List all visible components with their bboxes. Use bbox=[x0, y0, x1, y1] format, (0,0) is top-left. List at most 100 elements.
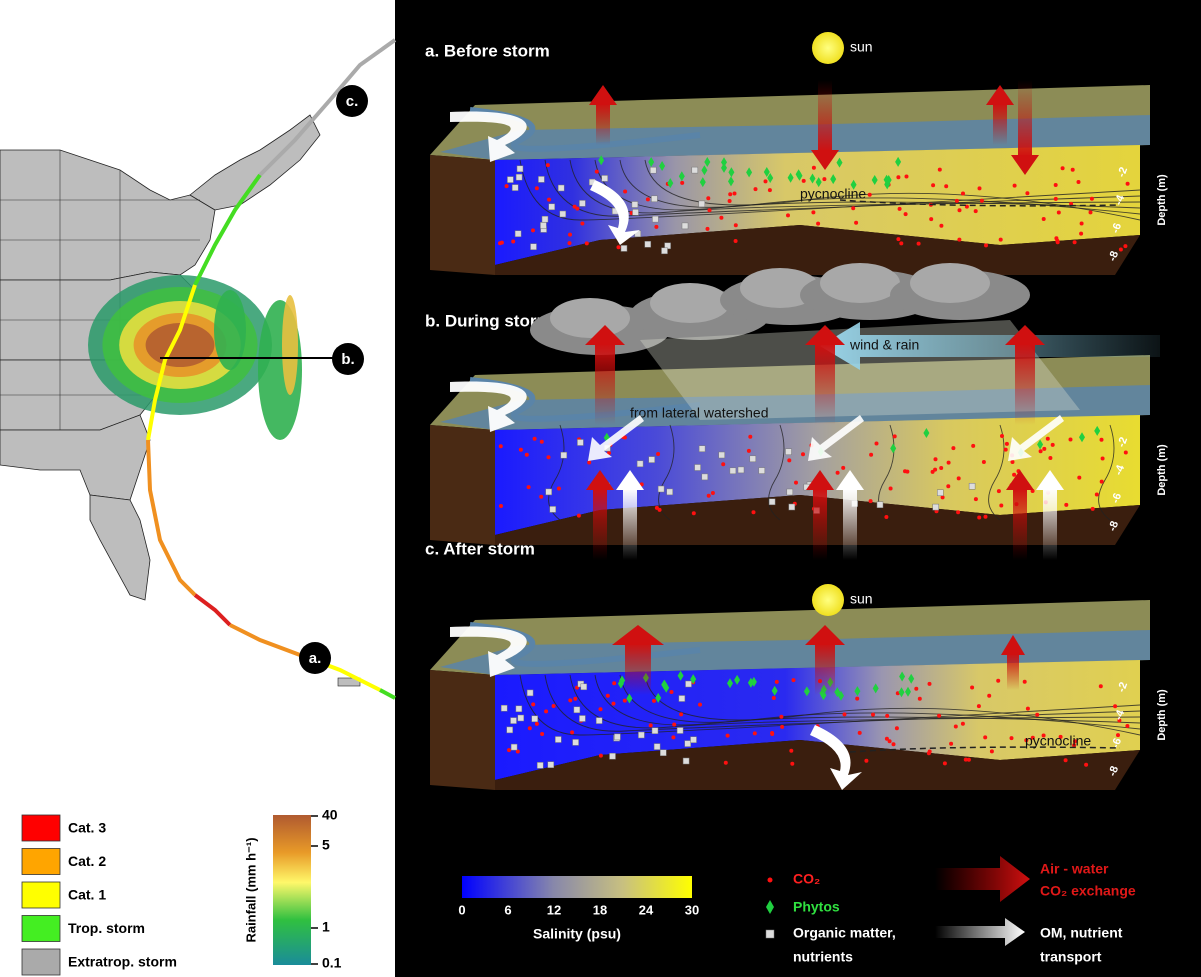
co2-dot bbox=[885, 714, 889, 718]
co2-dot bbox=[724, 761, 728, 765]
co2-dot bbox=[970, 686, 974, 690]
co2-dot bbox=[982, 460, 986, 464]
om-cube bbox=[579, 716, 585, 722]
co2-dot bbox=[957, 476, 961, 480]
co2-dot bbox=[1035, 713, 1039, 717]
co2-dot bbox=[1125, 724, 1129, 728]
om-cube bbox=[660, 750, 666, 756]
om-cube bbox=[538, 176, 544, 182]
co2-dot bbox=[719, 216, 723, 220]
legend-swatch bbox=[22, 916, 60, 942]
rainfall-tick-label: 1 bbox=[322, 919, 330, 935]
om-cube bbox=[699, 446, 705, 452]
om-cube bbox=[691, 737, 697, 743]
co2-dot bbox=[1056, 240, 1060, 244]
om-cube bbox=[877, 502, 883, 508]
co2-flux-head bbox=[589, 85, 617, 105]
om-cube bbox=[686, 681, 692, 687]
co2-dot bbox=[1010, 736, 1014, 740]
co2-dot bbox=[658, 508, 662, 512]
co2-dot bbox=[617, 245, 621, 249]
om-cube bbox=[702, 474, 708, 480]
om-cube bbox=[537, 762, 543, 768]
co2-dot bbox=[606, 694, 610, 698]
salinity-tick-label: 30 bbox=[685, 902, 699, 917]
om-cube bbox=[685, 741, 691, 747]
co2-dot bbox=[871, 713, 875, 717]
co2-dot bbox=[1042, 447, 1046, 451]
co2-dot bbox=[905, 175, 909, 179]
sun-label: sun bbox=[850, 591, 873, 607]
transport-up-shaft bbox=[843, 488, 857, 560]
co2-dot bbox=[884, 515, 888, 519]
om-cube bbox=[750, 456, 756, 462]
co2-dot bbox=[1090, 197, 1094, 201]
om-cube bbox=[549, 204, 555, 210]
om-cube bbox=[610, 753, 616, 759]
co2-dot bbox=[974, 497, 978, 501]
co2-dot bbox=[768, 188, 772, 192]
lateral-label: from lateral watershed bbox=[630, 405, 769, 421]
co2-dot bbox=[726, 734, 730, 738]
co2-dot bbox=[499, 504, 503, 508]
om-cube bbox=[621, 245, 627, 251]
co2-dot bbox=[1064, 503, 1068, 507]
rainfall-band bbox=[282, 295, 298, 395]
co2-dot bbox=[954, 725, 958, 729]
co2-dot bbox=[623, 190, 627, 194]
co2-legend: CO₂ bbox=[793, 871, 820, 887]
co2-dot bbox=[680, 181, 684, 185]
co2-flux-shaft bbox=[815, 643, 835, 695]
rainfall-tick-label: 5 bbox=[322, 837, 330, 853]
co2-dot bbox=[928, 682, 932, 686]
co2-flux-shaft bbox=[1013, 488, 1027, 560]
co2-flux-shaft bbox=[596, 103, 610, 145]
co2-dot bbox=[599, 707, 603, 711]
air-water-legend: Air - water bbox=[1040, 861, 1109, 877]
co2-dot bbox=[929, 217, 933, 221]
co2-dot bbox=[889, 487, 893, 491]
co2-dot bbox=[519, 448, 523, 452]
om-cube bbox=[719, 452, 725, 458]
co2-dot bbox=[1042, 217, 1046, 221]
co2-dot bbox=[754, 187, 758, 191]
co2-dot bbox=[692, 511, 696, 515]
co2-dot bbox=[1101, 457, 1105, 461]
co2-dot bbox=[951, 446, 955, 450]
co2-dot bbox=[938, 168, 942, 172]
om-cube bbox=[759, 468, 765, 474]
co2-dot bbox=[531, 702, 535, 706]
co2-dot bbox=[527, 485, 531, 489]
co2-flux-shaft bbox=[625, 643, 651, 695]
co2-dot bbox=[505, 184, 509, 188]
sun bbox=[812, 584, 844, 616]
om-cube bbox=[573, 739, 579, 745]
co2-dot bbox=[999, 238, 1003, 242]
co2-dot bbox=[904, 212, 908, 216]
co2-dot bbox=[612, 702, 616, 706]
om-cube bbox=[789, 504, 795, 510]
rainfall-tick-label: 0.1 bbox=[322, 955, 342, 971]
co2-dot bbox=[792, 678, 796, 682]
legend-swatch bbox=[22, 849, 60, 875]
om-cube bbox=[937, 490, 943, 496]
co2-dot bbox=[573, 697, 577, 701]
salinity-tick-label: 6 bbox=[504, 902, 511, 917]
body: c.b.a.Cat. 3Cat. 2Cat. 1Trop. stormExtra… bbox=[0, 0, 1201, 977]
co2-dot bbox=[858, 731, 862, 735]
co2-dot bbox=[546, 163, 550, 167]
co2-dot bbox=[1023, 680, 1027, 684]
om-cube bbox=[614, 734, 620, 740]
salinity-tick-label: 18 bbox=[593, 902, 607, 917]
co2-dot bbox=[927, 751, 931, 755]
co2-dot bbox=[1073, 240, 1077, 244]
om-cube bbox=[651, 196, 657, 202]
depth-label: Depth (m) bbox=[1156, 444, 1168, 496]
pycnocline-label: pycnocline bbox=[1025, 733, 1091, 749]
co2-flux-shaft bbox=[815, 343, 835, 425]
co2-dot bbox=[790, 762, 794, 766]
salinity-tick-label: 24 bbox=[639, 902, 654, 917]
co2-dot bbox=[794, 481, 798, 485]
co2-dot bbox=[1124, 451, 1128, 455]
co2-flux-shaft bbox=[593, 488, 607, 560]
